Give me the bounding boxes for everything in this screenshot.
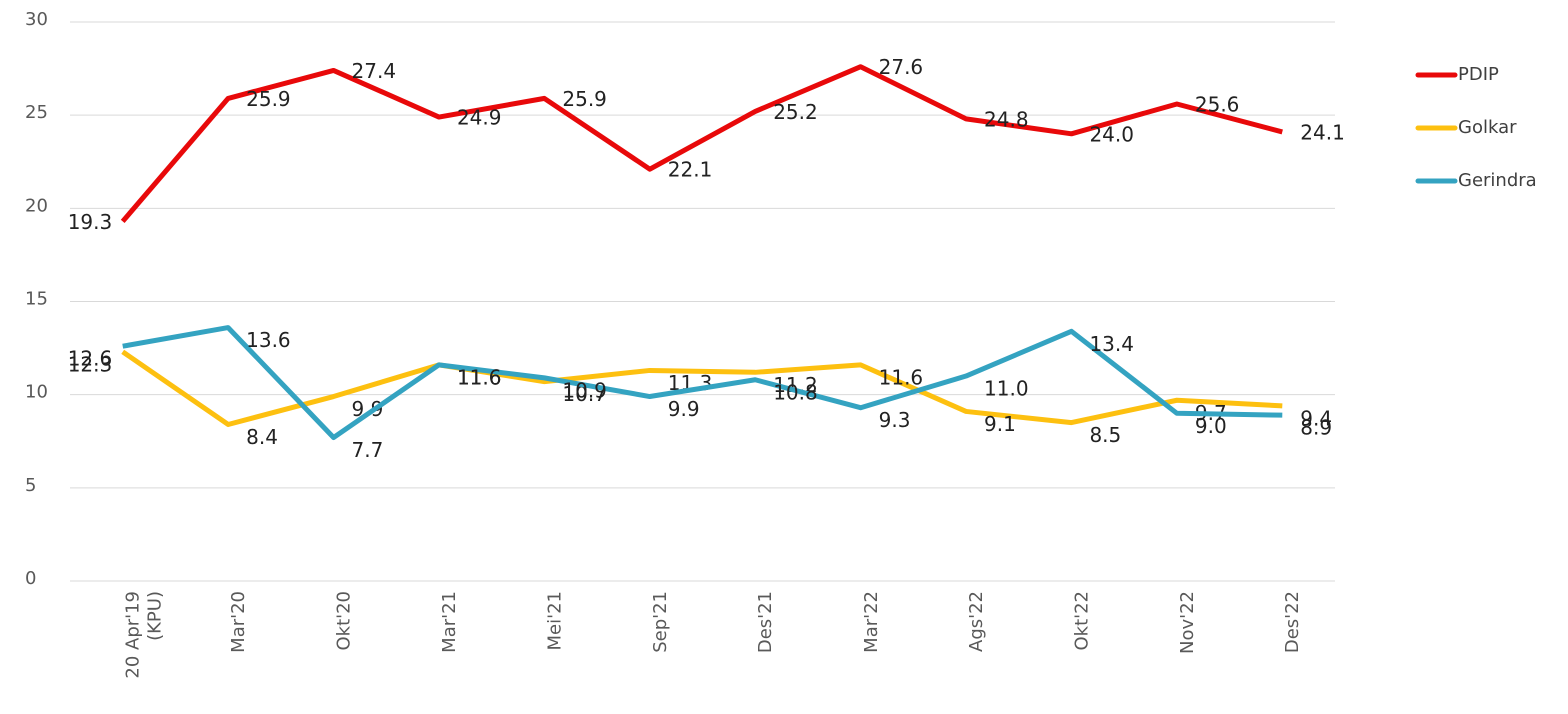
data-label: 11.0 (984, 377, 1029, 401)
x-tick-label: Des'21 (755, 591, 777, 654)
data-label: 11.6 (457, 365, 502, 389)
y-tick-label: 15 (25, 289, 48, 310)
data-label: 13.6 (246, 328, 291, 352)
data-label: 9.0 (1195, 414, 1227, 438)
data-label: 13.4 (1089, 332, 1134, 356)
x-tick-label: Mar'21 (438, 591, 460, 653)
series-line (121, 349, 1283, 427)
data-label: 8.4 (246, 425, 278, 449)
legend-label: Golkar (1458, 117, 1517, 138)
data-label: 12.6 (68, 347, 113, 371)
data-label: 9.3 (879, 408, 911, 432)
x-tick-label: Okt'20 (333, 591, 355, 651)
legend-label: Gerindra (1458, 170, 1537, 191)
series-line (122, 325, 1283, 441)
series-line (120, 64, 1283, 224)
data-label: 9.1 (984, 412, 1016, 436)
data-label: 22.1 (668, 158, 713, 182)
x-tick-label: Mar'22 (860, 591, 882, 653)
y-tick-label: 25 (25, 102, 48, 123)
data-label: 24.8 (984, 107, 1029, 131)
data-label: 10.8 (773, 380, 818, 404)
y-tick-label: 5 (25, 475, 36, 496)
y-tick-label: 0 (25, 568, 36, 589)
x-tick-label: Mar'20 (228, 591, 250, 653)
data-label: 19.3 (68, 210, 113, 234)
data-label: 25.6 (1195, 92, 1240, 116)
x-tick-label: Mei'21 (544, 591, 566, 651)
data-label: 8.9 (1300, 416, 1332, 440)
x-tick-label: Des'22 (1282, 591, 1304, 654)
data-label: 27.6 (879, 55, 924, 79)
legend-label: PDIP (1458, 64, 1499, 85)
data-label: 25.2 (773, 100, 818, 124)
x-tick-label: 20 Apr'19 (KPU) (122, 591, 166, 679)
data-label: 24.9 (457, 106, 502, 130)
data-label: 10.9 (562, 378, 607, 402)
data-label: 8.5 (1089, 423, 1121, 447)
data-label: 24.0 (1089, 122, 1134, 146)
data-label: 9.9 (668, 397, 700, 421)
x-tick-label: Okt'22 (1071, 591, 1093, 651)
y-tick-label: 20 (25, 195, 48, 216)
data-label: 11.6 (879, 365, 924, 389)
data-label: 27.4 (352, 59, 397, 83)
x-tick-label: Ags'22 (966, 591, 988, 652)
x-tick-label: Nov'22 (1176, 591, 1198, 654)
data-label: 7.7 (352, 438, 384, 462)
y-tick-label: 30 (25, 9, 48, 30)
y-tick-label: 10 (25, 382, 48, 403)
data-label: 25.9 (562, 87, 607, 111)
data-label: 9.4 (1300, 406, 1332, 430)
data-label: 25.9 (246, 87, 291, 111)
x-tick-label: Sep'21 (649, 591, 671, 653)
data-label: 12.3 (68, 352, 113, 376)
data-label: 24.1 (1300, 120, 1345, 144)
